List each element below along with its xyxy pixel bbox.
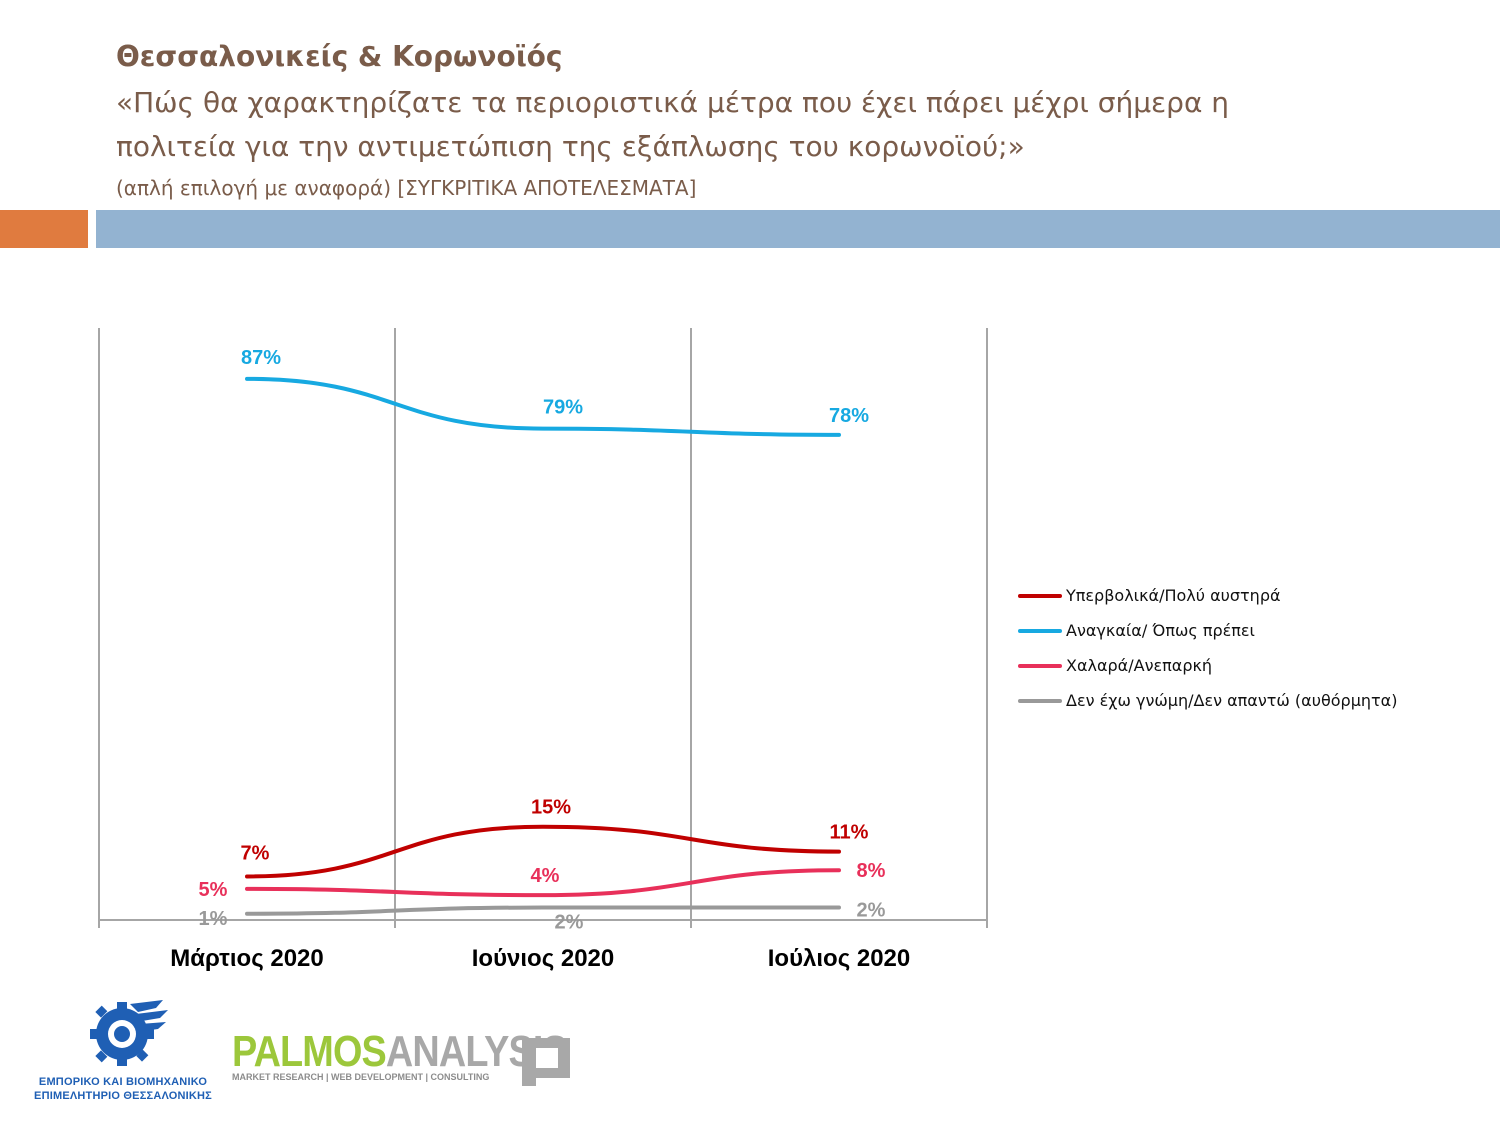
legend-swatch-2 <box>1018 663 1062 668</box>
legend-swatch-1 <box>1018 628 1062 633</box>
accent-bar-orange <box>0 210 88 248</box>
legend-label-1: Αναγκαία/ Όπως πρέπει <box>1066 621 1255 640</box>
chamber-name-line-1: ΕΜΠΟΡΙΚΟ ΚΑΙ ΒΙΟΜΗΧΑΝΙΚΟ <box>38 1076 208 1088</box>
data-label-3-0: 1% <box>199 908 228 930</box>
chart-x-labels: Μάρτιος 2020 Ιούνιος 2020 Ιούλιος 2020 <box>170 945 910 972</box>
series-line-2 <box>245 868 841 898</box>
accent-bar-blue <box>96 210 1500 248</box>
gear-icon <box>90 1000 168 1066</box>
data-label-1-1: 79% <box>543 397 583 419</box>
chart-series <box>245 376 841 916</box>
data-label-2-0: 5% <box>199 879 228 901</box>
data-label-0-1: 15% <box>531 797 571 819</box>
question-line-1: «Πώς θα χαρακτηρίζατε τα περιοριστικά μέ… <box>116 86 1230 119</box>
x-tick-label-1: Ιούνιος 2020 <box>472 945 615 972</box>
legend-entry-2: Χαλαρά/Ανεπαρκή <box>1018 648 1397 683</box>
legend-label-3: Δεν έχω γνώμη/Δεν απαντώ (αυθόρμητα) <box>1066 691 1398 710</box>
legend-entry-0: Υπερβολικά/Πολύ αυστηρά <box>1018 578 1397 613</box>
line-chart: 7% 15% 11% 87% 79% 78% 5% 4% 8% 1% 2% 2% Μάρτιος 20… <box>98 328 988 972</box>
legend-swatch-3 <box>1018 698 1062 703</box>
palmos-tagline: MARKET RESEARCH | WEB DEVELOPMENT | CONS… <box>232 1072 490 1082</box>
data-label-3-1: 2% <box>555 912 584 934</box>
question-line-2: πολιτεία για την αντιμετώπιση της εξάπλω… <box>116 130 1025 163</box>
data-label-0-2: 11% <box>830 822 869 844</box>
data-label-1-0: 87% <box>241 347 281 369</box>
palmos-word-a: PALMOS <box>232 1027 387 1076</box>
chamber-logo <box>90 1000 168 1066</box>
palmos-square-icon <box>522 1038 570 1086</box>
chart-data-labels: 7% 15% 11% 87% 79% 78% 5% 4% 8% 1% 2% 2% <box>199 347 886 934</box>
legend-swatch-0 <box>1018 593 1062 598</box>
legend-entry-3: Δεν έχω γνώμη/Δεν απαντώ (αυθόρμητα) <box>1018 683 1397 718</box>
legend-label-2: Χαλαρά/Ανεπαρκή <box>1066 656 1213 675</box>
series-line-1 <box>245 376 841 437</box>
data-label-2-1: 4% <box>531 865 560 887</box>
data-label-0-0: 7% <box>241 842 270 864</box>
chamber-name-line-2: ΕΠΙΜΕΛΗΤΗΡΙΟ ΘΕΣΣΑΛΟΝΙΚΗΣ <box>34 1090 212 1102</box>
x-tick-label-0: Μάρτιος 2020 <box>170 945 324 972</box>
legend-entry-1: Αναγκαία/ Όπως πρέπει <box>1018 613 1397 648</box>
chart-grid <box>98 328 988 928</box>
data-label-3-2: 2% <box>857 900 886 922</box>
page-title: Θεσσαλονικείς & Κορωνοϊός <box>116 40 563 73</box>
legend-label-0: Υπερβολικά/Πολύ αυστηρά <box>1066 586 1281 605</box>
data-label-2-2: 8% <box>857 860 886 882</box>
series-line-3 <box>245 905 841 916</box>
series-line-0 <box>245 824 841 879</box>
chart-legend: Υπερβολικά/Πολύ αυστηρά Αναγκαία/ Όπως πρ… <box>1018 578 1397 718</box>
data-label-1-2: 78% <box>829 405 869 427</box>
x-tick-label-2: Ιούλιος 2020 <box>768 945 911 972</box>
subtitle: (απλή επιλογή με αναφορά) [ΣΥΓΚΡΙΤΙΚΑ ΑΠ… <box>116 176 697 200</box>
